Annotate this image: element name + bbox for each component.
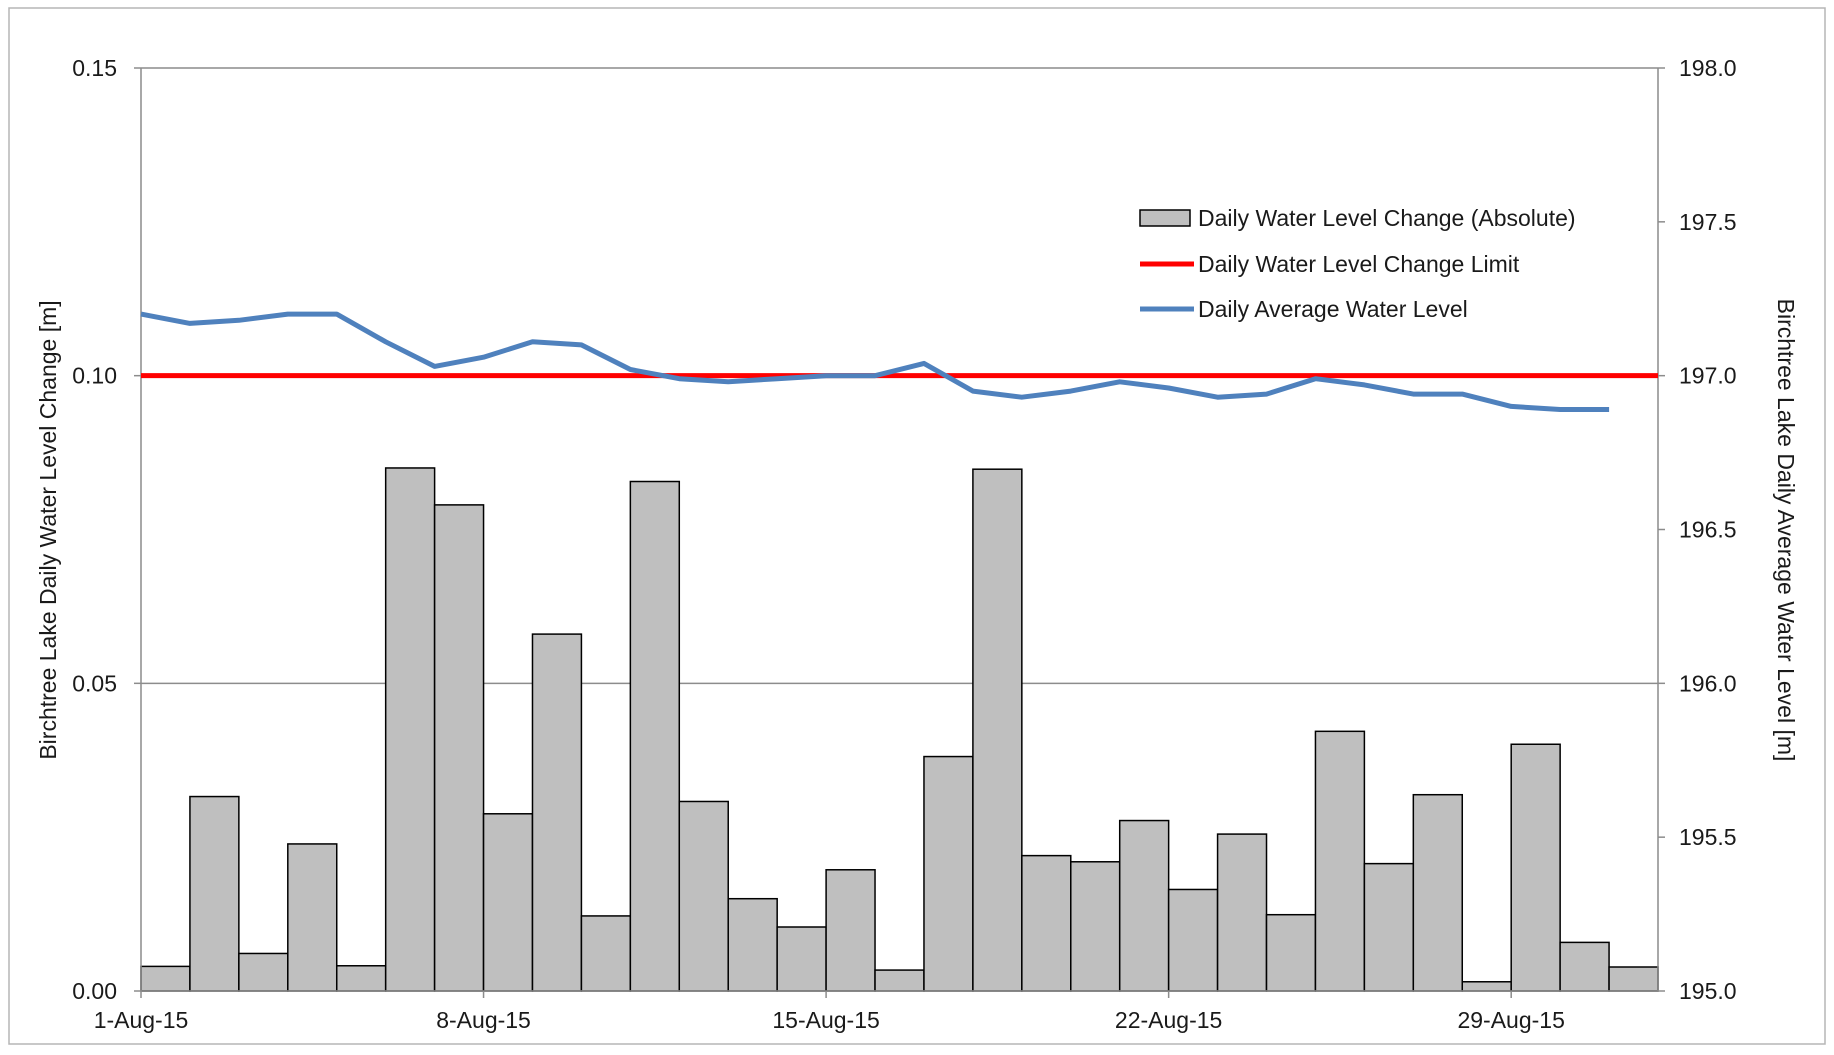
y-right-tick-label: 198.0 — [1679, 55, 1737, 81]
bar — [140, 965, 191, 992]
bar — [1559, 941, 1610, 992]
tick-labels: 0.00 0.05 0.10 0.15 195.0 195.5 196.0 196.5 197.… — [72, 55, 1736, 1033]
average-water-level-line — [140, 311, 1610, 412]
y-right-tick-label: 197.0 — [1679, 363, 1737, 389]
y-right-tick-label: 195.0 — [1679, 978, 1737, 1004]
bar — [972, 468, 1023, 992]
bar — [1167, 888, 1219, 992]
bar — [1118, 819, 1170, 992]
bar — [287, 843, 338, 992]
y-right-tick-label: 196.0 — [1679, 670, 1737, 696]
bar — [1314, 730, 1366, 992]
bar — [1363, 862, 1415, 992]
legend-swatch-bars — [1139, 209, 1191, 227]
bar — [1510, 743, 1561, 992]
y-right-axis-title: Birchtree Lake Daily Average Water Level… — [1773, 299, 1799, 762]
bar — [1021, 854, 1072, 992]
axes — [134, 67, 1665, 998]
legend-label-bars: Daily Water Level Change (Absolute) — [1198, 205, 1576, 231]
bar — [335, 965, 387, 992]
bar — [189, 795, 240, 992]
bar — [1608, 966, 1659, 992]
y-left-tick-label: 0.05 — [72, 670, 117, 696]
x-tick-label: 29-Aug-15 — [1457, 1007, 1564, 1033]
y-right-tick-label: 197.5 — [1679, 209, 1737, 235]
bar — [1216, 833, 1268, 992]
bar — [776, 926, 827, 992]
bar — [482, 813, 534, 992]
y-left-tick-label: 0.10 — [72, 363, 117, 389]
x-tick-label: 1-Aug-15 — [94, 1007, 189, 1033]
bar — [1265, 913, 1317, 992]
bar — [825, 869, 876, 992]
y-right-tick-label: 195.5 — [1679, 824, 1737, 850]
bar — [874, 969, 925, 992]
bar — [531, 633, 583, 992]
line-series — [140, 311, 1658, 412]
legend-label-limit: Daily Water Level Change Limit — [1198, 251, 1520, 277]
bar — [384, 467, 436, 992]
y-left-axis-title: Birchtree Lake Daily Water Level Change … — [35, 300, 61, 759]
y-left-tick-label: 0.15 — [72, 55, 117, 81]
legend: Daily Water Level Change (Absolute) Dail… — [1139, 205, 1576, 322]
bar — [678, 800, 729, 992]
y-left-tick-label: 0.00 — [72, 978, 117, 1004]
x-tick-label: 22-Aug-15 — [1115, 1007, 1222, 1033]
bar-series — [140, 467, 1659, 992]
bar — [1070, 861, 1121, 992]
x-tick-label: 8-Aug-15 — [436, 1007, 531, 1033]
x-tick-label: 15-Aug-15 — [772, 1007, 879, 1033]
bar — [727, 897, 778, 992]
bar — [238, 952, 289, 992]
bar — [1412, 793, 1464, 992]
bar — [923, 755, 974, 992]
bar — [629, 480, 681, 992]
y-right-tick-label: 196.5 — [1679, 517, 1737, 543]
bar — [433, 504, 485, 992]
bar — [1461, 981, 1512, 992]
legend-label-average: Daily Average Water Level — [1198, 296, 1468, 322]
bar — [580, 915, 632, 992]
